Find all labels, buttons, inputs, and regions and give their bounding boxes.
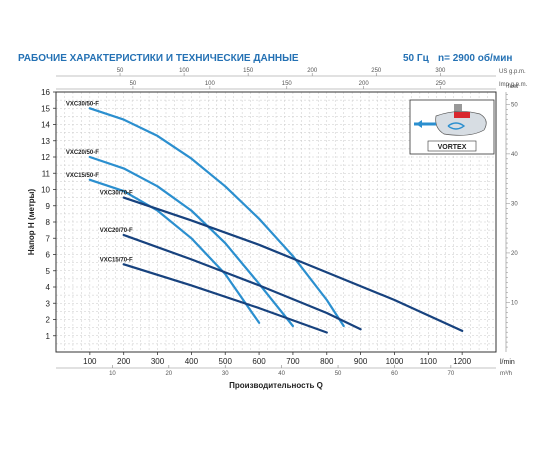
frequency-label: 50 Гц xyxy=(403,53,429,64)
x-tick-label: 600 xyxy=(252,357,266,366)
y-tick-label: 13 xyxy=(41,137,50,146)
x-axis-label: Производительность Q xyxy=(229,381,323,390)
series-label: VXC20/70-F xyxy=(100,228,133,234)
x-tick-label: 1100 xyxy=(420,357,438,366)
y-tick-label: 5 xyxy=(46,267,51,276)
series-line xyxy=(88,107,345,328)
x-tick-label: 800 xyxy=(320,357,334,366)
feet-tick-label: 10 xyxy=(511,300,518,306)
series-label: VXC15/70-F xyxy=(100,257,133,263)
m3h-tick-label: 60 xyxy=(391,371,398,377)
x-tick-label: 1000 xyxy=(386,357,404,366)
y-tick-label: 3 xyxy=(46,299,51,308)
top-axis-tick-label: 50 xyxy=(117,68,124,74)
y-tick-label: 1 xyxy=(46,332,51,341)
x-tick-label: 400 xyxy=(185,357,199,366)
series-line xyxy=(88,178,261,324)
y-tick-label: 15 xyxy=(41,104,50,113)
x-tick-label: 900 xyxy=(354,357,368,366)
m3h-tick-label: 50 xyxy=(335,371,342,377)
x-tick-label: 200 xyxy=(117,357,131,366)
y-tick-label: 8 xyxy=(46,218,51,227)
vortex-swirl-icon xyxy=(447,122,466,130)
top-axis-tick-label: 250 xyxy=(436,81,447,87)
top-axis-tick-label: 150 xyxy=(243,68,254,74)
vortex-label-box xyxy=(427,140,477,152)
x-unit-label: l/min xyxy=(500,359,515,366)
series-label: VXC30/50-F xyxy=(66,101,99,107)
m3h-tick-label: 30 xyxy=(222,371,229,377)
y-tick-label: 9 xyxy=(46,202,51,211)
x-tick-label: 100 xyxy=(83,357,97,366)
m3h-tick-label: 40 xyxy=(278,371,285,377)
top-axis-tick-label: 200 xyxy=(359,81,370,87)
y-tick-label: 4 xyxy=(46,283,51,292)
top-axis-unit-label: US g.p.m. xyxy=(499,69,526,75)
vortex-label: VORTEX xyxy=(438,144,467,151)
top-axis-unit-label: Imp g.p.m. xyxy=(499,82,528,88)
top-axis-tick-label: 150 xyxy=(282,81,293,87)
m3h-tick-label: 20 xyxy=(165,371,172,377)
top-axis-tick-label: 200 xyxy=(307,68,318,74)
y-tick-label: 14 xyxy=(41,121,50,130)
series-line xyxy=(122,196,464,332)
y-tick-label: 16 xyxy=(41,88,50,97)
y-tick-label: 7 xyxy=(46,234,51,243)
feet-unit-label: feet xyxy=(508,84,518,90)
x-tick-label: 1200 xyxy=(453,357,471,366)
top-axis-tick-label: 100 xyxy=(205,81,216,87)
flow-arrow-icon xyxy=(416,120,422,128)
series-label: VXC15/50-F xyxy=(66,173,99,179)
x-tick-label: 300 xyxy=(151,357,165,366)
x-tick-label: 500 xyxy=(219,357,233,366)
series-line xyxy=(88,155,294,328)
top-axis-tick-label: 100 xyxy=(179,68,190,74)
series-label: VXC20/50-F xyxy=(66,150,99,156)
speed-label: n= 2900 об/мин xyxy=(438,53,513,64)
feet-tick-label: 30 xyxy=(511,201,518,207)
m3h-unit-label: m³/h xyxy=(500,371,512,377)
feet-tick-label: 20 xyxy=(511,251,518,257)
series-line xyxy=(122,233,362,331)
x-tick-label: 700 xyxy=(286,357,300,366)
m3h-tick-label: 10 xyxy=(109,371,116,377)
y-tick-label: 11 xyxy=(42,169,51,178)
feet-tick-label: 40 xyxy=(511,152,518,158)
feet-tick-label: 50 xyxy=(511,102,518,108)
top-axis-tick-label: 50 xyxy=(130,81,137,87)
y-axis-label: Напор H (метры) xyxy=(27,189,36,256)
top-axis-tick-label: 250 xyxy=(371,68,382,74)
series-line xyxy=(122,263,328,334)
y-tick-label: 10 xyxy=(41,186,50,195)
top-axis-tick-label: 300 xyxy=(435,68,446,74)
y-tick-label: 2 xyxy=(46,316,51,325)
chart-title: РАБОЧИЕ ХАРАКТЕРИСТИКИ И ТЕХНИЧЕСКИЕ ДАН… xyxy=(18,53,299,64)
series-label: VXC30/70-F xyxy=(100,191,133,197)
impeller-icon xyxy=(454,112,470,118)
y-tick-label: 12 xyxy=(41,153,50,162)
m3h-tick-label: 70 xyxy=(448,371,455,377)
pump-shaft xyxy=(454,104,462,112)
y-tick-label: 6 xyxy=(46,251,51,260)
